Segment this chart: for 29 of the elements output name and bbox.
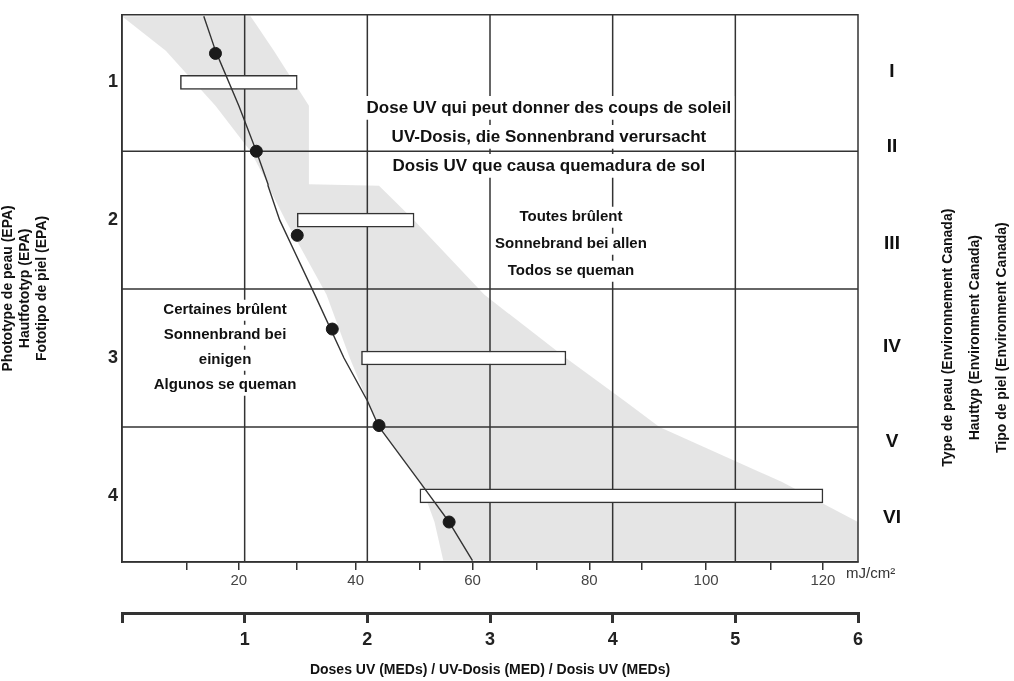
text: III — [884, 231, 900, 253]
x-axis-title: mJ/cm² — [846, 564, 896, 582]
text: II — [886, 135, 898, 157]
x-tick-label: 60 — [464, 571, 481, 589]
text: I — [889, 59, 895, 81]
text: Type de peau (Environnement Canada) Hauttyp (Environment Canada) Tipo de piel (Environment Canada) — [938, 208, 1009, 467]
text: V — [885, 430, 899, 452]
x-tick-label: 120 — [810, 571, 836, 589]
y-tick-label: 2 — [107, 209, 118, 230]
text: VI — [883, 505, 901, 527]
x2-tick-label: 2 — [362, 628, 373, 649]
y-tick-label: 3 — [107, 346, 118, 367]
x2-tick-label: 5 — [730, 628, 741, 649]
x-tick-label: 80 — [580, 571, 598, 589]
y-axis-title: Phototype de peau (EPA) Hautfototyp (EPA) Fototipo de piel (EPA) — [0, 205, 49, 372]
annotation: Certaines brûlent Sonnenbrand bei einigen Algunos se queman — [153, 300, 297, 393]
text: IV — [883, 334, 902, 356]
x2-tick-label: 6 — [852, 628, 864, 649]
annotation: Toutes brûlent Sonnebrand bei allen Todos se queman — [495, 207, 647, 279]
x-tick-label: 20 — [230, 571, 248, 589]
y-tick-label: 4 — [107, 484, 118, 505]
x2-tick-label: 1 — [239, 628, 250, 649]
x2-tick-label: 3 — [484, 628, 496, 649]
x2-axis-title: Doses UV (MEDs) / UV-Dosis (MED) / Dosis UV (MEDs) — [309, 661, 671, 678]
x2-tick-label: 4 — [607, 628, 618, 649]
x-tick-label: 40 — [347, 571, 364, 589]
y-tick-label: 1 — [107, 71, 118, 92]
annotation: Dose UV qui peut donner des coups de soleil UV-Dosis, die Sonnenbrand verursacht Dosis UV que causa quemadura de sol — [366, 97, 732, 175]
x-tick-label: 100 — [693, 571, 719, 589]
